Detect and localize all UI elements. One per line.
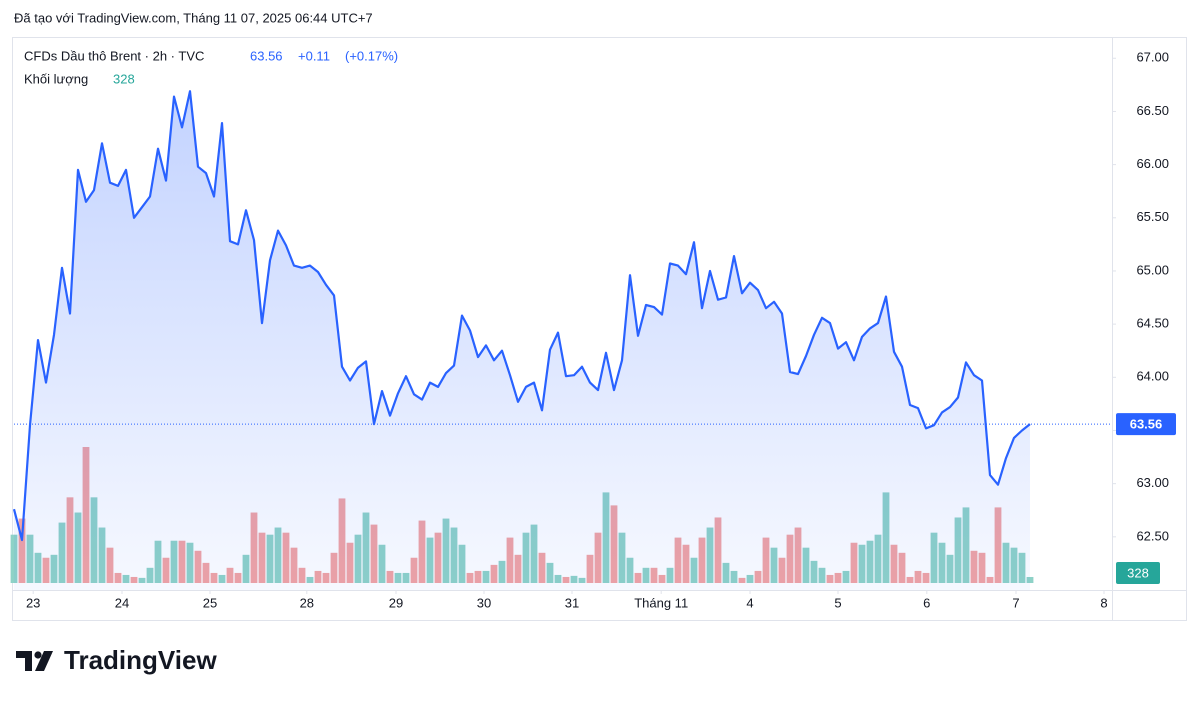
logo-mark — [34, 651, 42, 659]
x-tick-label: 23 — [26, 595, 40, 610]
logo-mark — [35, 651, 53, 671]
plot — [10, 90, 1112, 590]
last-volume-badge-label: 328 — [1127, 565, 1149, 580]
x-tick-label: 6 — [923, 595, 930, 610]
last-price: 63.56 — [250, 48, 283, 63]
x-tick-label: 5 — [834, 595, 841, 610]
x-tick-label: 28 — [300, 595, 314, 610]
logo-text: TradingView — [64, 645, 217, 675]
x-tick-label: 24 — [115, 595, 129, 610]
y-tick-label: 64.50 — [1136, 316, 1169, 331]
x-tick-label: 8 — [1100, 595, 1107, 610]
x-tick-label: Tháng 11 — [634, 595, 688, 610]
price-area — [14, 91, 1030, 590]
x-tick-label: 29 — [389, 595, 403, 610]
x-tick-label: 31 — [565, 595, 579, 610]
logo-mark — [16, 651, 32, 671]
frame — [12, 37, 1187, 621]
volume-value: 328 — [113, 71, 135, 86]
price-change: +0.11 — [298, 48, 330, 63]
x-tick-label: 25 — [203, 595, 217, 610]
volume-label: Khối lượng — [24, 71, 88, 86]
y-tick-label: 63.00 — [1136, 475, 1169, 490]
created-note: Đã tạo với TradingView.com, Tháng 11 07,… — [14, 10, 373, 25]
legend: CFDs Dầu thô Brent · 2h · TVC 63.56 +0.1… — [24, 48, 398, 86]
last-volume-badge — [1116, 562, 1160, 584]
last-price-badge-label: 63.56 — [1130, 417, 1163, 432]
last-price-badge — [1116, 413, 1176, 436]
x-tick-label: 7 — [1012, 595, 1019, 610]
symbol-title: CFDs Dầu thô Brent · 2h · TVC — [24, 48, 204, 63]
x-tick-label: 4 — [746, 595, 753, 610]
y-tick-label: 65.50 — [1136, 209, 1169, 224]
price-change-pct: (+0.17%) — [345, 48, 398, 63]
y-tick-label: 64.00 — [1136, 369, 1169, 384]
logo: TradingView — [16, 645, 217, 675]
y-tick-label: 66.00 — [1136, 156, 1169, 171]
x-tick-label: 30 — [477, 595, 491, 610]
y-tick-label: 67.00 — [1136, 50, 1169, 65]
y-tick-label: 62.50 — [1136, 528, 1169, 543]
y-tick-label: 66.50 — [1136, 103, 1169, 118]
price-line — [12, 90, 1031, 542]
y-tick-label: 65.00 — [1136, 262, 1169, 277]
